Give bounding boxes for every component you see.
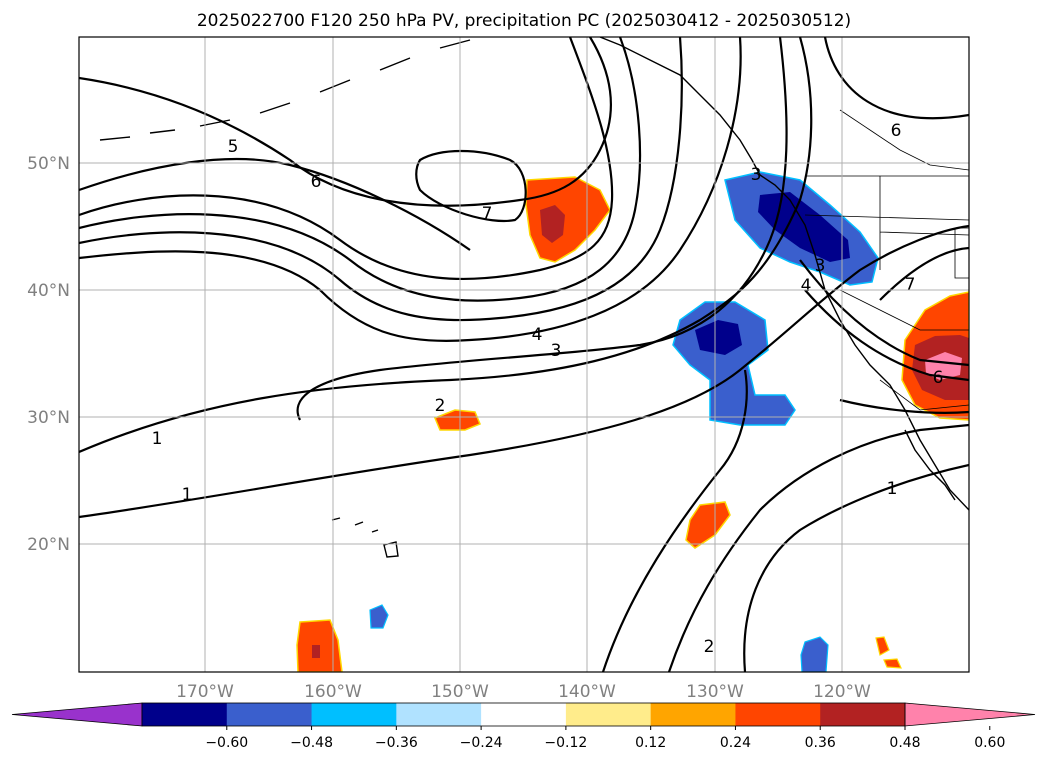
- contour-label: 3: [751, 165, 762, 185]
- colorbar-tick-label: 0.60: [974, 735, 1005, 751]
- contour-label: 2: [435, 396, 446, 416]
- lat-label: 20°N: [27, 535, 70, 555]
- colorbar-frame: [141, 702, 906, 727]
- aleutian-islands: [99, 39, 471, 141]
- lon-label: 150°W: [431, 682, 489, 702]
- figure-title: 2025022700 F120 250 hPa PV, precipitatio…: [197, 11, 851, 31]
- contour-2-c: [667, 423, 969, 672]
- contour-7-east: [879, 246, 969, 301]
- precip-pos-blob-sub: [685, 501, 731, 549]
- contour-label: 7: [482, 204, 493, 224]
- colorbar-tick-label: −0.12: [544, 735, 587, 751]
- contour-label: 2: [704, 637, 715, 657]
- contour-3-east: [799, 259, 969, 367]
- precip-neg-blob-south: [800, 636, 829, 672]
- map-background: [79, 37, 969, 672]
- contour-label: 5: [228, 137, 239, 157]
- contour-label: 1: [152, 429, 163, 449]
- contour-7: [415, 149, 527, 222]
- precip-pos-socal-core: [925, 352, 962, 380]
- colorbar-extend-low: [11, 702, 143, 727]
- lon-label: 130°W: [686, 682, 744, 702]
- colorbar-segment: [820, 703, 906, 726]
- contour-6-ne: [823, 37, 969, 120]
- precip-pos-core-nepac: [540, 205, 565, 243]
- contour-1-c: [743, 463, 969, 672]
- contour-5: [79, 37, 642, 302]
- colorbar-segment: [311, 703, 397, 726]
- contour-2-b: [601, 369, 748, 672]
- colorbar-tick-label: −0.60: [205, 735, 248, 751]
- colorbar-tick-label: −0.24: [460, 735, 503, 751]
- contour-label: 3: [815, 256, 826, 276]
- contour-label: 4: [801, 276, 812, 296]
- contour-4-east: [804, 289, 969, 382]
- precip-neg-blob-small: [369, 604, 389, 629]
- contour-label: 7: [905, 275, 916, 295]
- colorbar-tick-label: 0.48: [889, 735, 920, 751]
- lon-label: 140°W: [558, 682, 616, 702]
- lat-label: 30°N: [27, 408, 70, 428]
- colorbar-segment: [735, 703, 821, 726]
- map: 1 1 1 2 2 3 4 4 5 6 6 7 7 6 3 3: [27, 36, 970, 702]
- contour-3: [79, 37, 742, 343]
- contour-label: 6: [891, 121, 902, 141]
- gridlines: [79, 37, 969, 672]
- precip-shading: [296, 171, 969, 672]
- canada-interior: [839, 109, 969, 171]
- colorbar-segment: [226, 703, 313, 726]
- colorbar-tick-label: 0.24: [720, 735, 751, 751]
- na-west-coast: [759, 174, 969, 511]
- colorbar-tick-label: −0.48: [290, 735, 333, 751]
- map-frame: [78, 36, 970, 673]
- colorbar-segment: [142, 703, 228, 726]
- lon-label: 160°W: [304, 682, 362, 702]
- state-borders: [804, 176, 969, 411]
- contour-label-group: 1 1 1 2 2 3 4 4 5 6 6 7 7 6 3 3: [152, 121, 944, 657]
- contour-6-north: [79, 157, 471, 251]
- contour-south-east: [839, 398, 969, 414]
- lat-label: 40°N: [27, 281, 70, 301]
- colorbar-segment: [650, 703, 736, 726]
- baja-coast: [904, 429, 956, 501]
- precip-pos-blob-baja1: [875, 636, 890, 656]
- lat-axis-labels: 50°N 40°N 30°N 20°N: [27, 154, 70, 555]
- colorbar-ticks: −0.60 −0.48 −0.36 −0.24 −0.12 0.12 0.24 0.36 0.4…: [205, 726, 1005, 751]
- colorbar-tick-label: −0.36: [375, 735, 418, 751]
- coastlines: [99, 37, 969, 558]
- colorbar-tick-label: 0.36: [805, 735, 836, 751]
- pv-contours: [79, 37, 969, 672]
- lat-label: 50°N: [27, 154, 70, 174]
- precip-neg-core-pnw: [758, 192, 850, 262]
- contour-label: 6: [933, 368, 944, 388]
- contour-5-outer: [79, 37, 612, 207]
- colorbar-segment: [396, 703, 482, 726]
- contour-label: 3: [551, 341, 562, 361]
- colorbar-tick-label: 0.12: [635, 735, 666, 751]
- lon-axis-labels: 170°W 160°W 150°W 140°W 130°W 120°W: [176, 682, 871, 702]
- contour-1-b: [79, 224, 969, 519]
- contour-2-a: [296, 37, 788, 421]
- precip-pos-blob-hi-core: [312, 645, 320, 658]
- contour-label: 6: [311, 172, 322, 192]
- lon-label: 120°W: [813, 682, 871, 702]
- colorbar-segment: [565, 703, 652, 726]
- contour-6: [79, 37, 614, 280]
- hawaii-islands: [331, 517, 399, 558]
- colorbar-segment: [481, 703, 567, 726]
- contour-label: 1: [887, 479, 898, 499]
- precip-pos-blob-sw: [434, 409, 481, 431]
- contour-label: 1: [182, 485, 193, 505]
- colorbar: −0.60 −0.48 −0.36 −0.24 −0.12 0.12 0.24 0.36 0.4…: [11, 702, 1036, 751]
- precip-pos-blob-nepac: [525, 176, 611, 263]
- colorbar-segments: [11, 702, 1036, 727]
- contour-label: 4: [532, 325, 543, 345]
- alaska-coast: [599, 37, 761, 176]
- precip-pos-blob-baja2: [883, 658, 902, 669]
- precip-neg-core-pac: [695, 320, 742, 355]
- lon-label: 170°W: [176, 682, 234, 702]
- colorbar-extend-high: [904, 702, 1036, 727]
- contour-4: [79, 37, 683, 322]
